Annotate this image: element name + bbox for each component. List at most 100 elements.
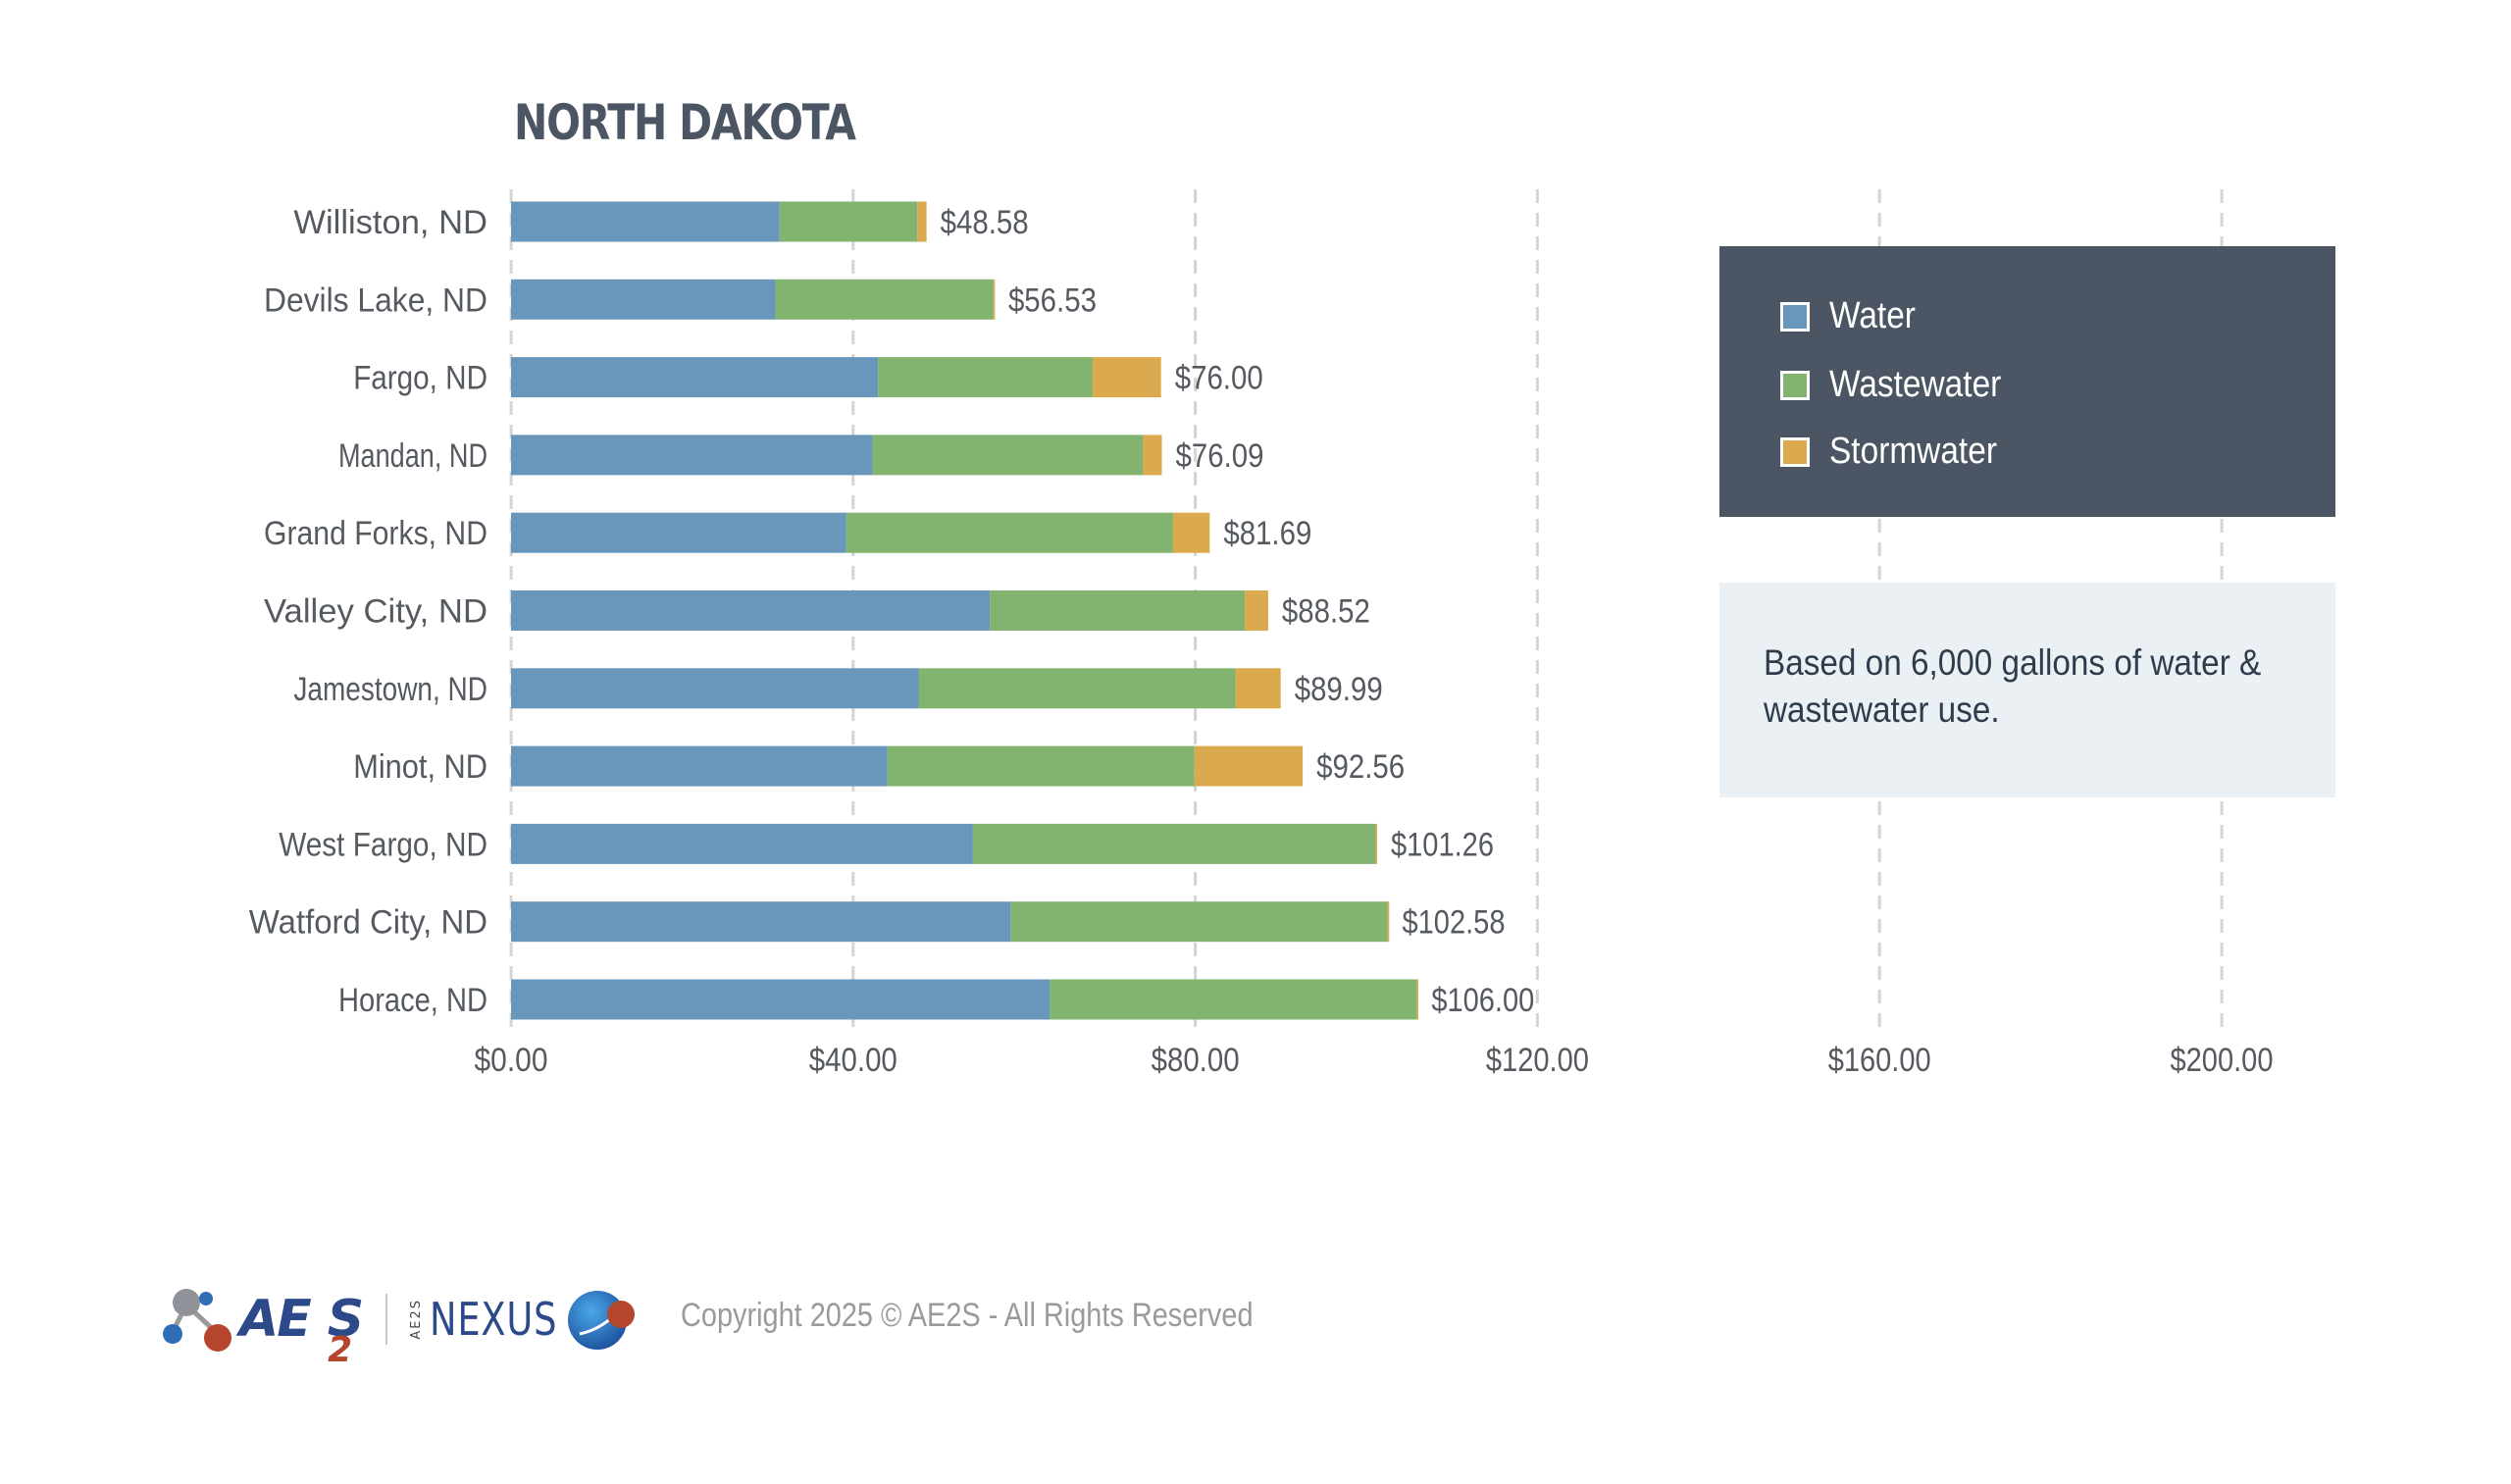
logo-text-s: S <box>327 1290 364 1349</box>
bar-segment-water <box>511 512 846 553</box>
category-label: Valley City, ND <box>264 593 487 631</box>
bar-segment-water <box>511 201 780 242</box>
x-tick-label: $0.00 <box>475 1042 548 1079</box>
bar-row <box>511 901 1390 943</box>
bar-segment-stormwater <box>1092 357 1161 398</box>
value-label: $106.00 <box>1431 982 1534 1019</box>
copyright-text: Copyright 2025 © AE2S - All Rights Reser… <box>681 1297 1254 1334</box>
value-labels: $48.58 $56.53 $76.00 $76.09 $81.69 $88.52 $89.… <box>941 204 1535 1019</box>
bar-segment-water <box>511 901 1011 943</box>
legend-swatch-wastewater <box>1780 370 1810 400</box>
bar-row <box>511 668 1281 709</box>
category-label: Minot, ND <box>353 748 487 786</box>
bar-segment-stormwater <box>1235 668 1281 709</box>
legend-label: Stormwater <box>1829 431 1997 472</box>
bar-row <box>511 512 1210 553</box>
value-label: $89.99 <box>1295 671 1383 708</box>
molecule-icon <box>163 1289 231 1352</box>
category-label: Williston, ND <box>293 204 487 241</box>
bar-segment-stormwater <box>1387 901 1390 943</box>
legend-item-water: Water <box>1780 295 1927 337</box>
bar-segment-wastewater <box>872 435 1144 476</box>
category-label: Jamestown, ND <box>293 671 487 708</box>
value-label: $56.53 <box>1008 281 1097 319</box>
nexus-wordmark: NEXUS <box>430 1293 558 1346</box>
x-tick-label: $80.00 <box>1152 1042 1240 1079</box>
bar-segment-stormwater <box>1375 823 1378 864</box>
bar-segment-wastewater <box>878 357 1093 398</box>
value-label: $92.56 <box>1316 748 1405 786</box>
bar-segment-stormwater <box>993 279 996 320</box>
logo-subscript: 2 <box>328 1330 352 1370</box>
bar-row <box>511 435 1162 476</box>
legend-item-stormwater: Stormwater <box>1780 431 2020 473</box>
bar-segment-wastewater <box>990 590 1246 631</box>
value-label: $102.58 <box>1402 904 1505 942</box>
value-label: $88.52 <box>1282 593 1370 631</box>
bar-segment-wastewater <box>1050 979 1417 1020</box>
bar-segment-stormwater <box>917 201 927 242</box>
category-label: West Fargo, ND <box>279 826 487 863</box>
nexus-small-text: AE2S <box>409 1299 425 1340</box>
bar-segment-wastewater <box>779 201 918 242</box>
bar-row <box>511 279 996 320</box>
bar-row <box>511 590 1268 631</box>
category-label: Horace, ND <box>338 982 487 1019</box>
bar-row <box>511 823 1378 864</box>
bar-segment-water <box>511 279 776 320</box>
x-tick-label: $200.00 <box>2171 1042 2274 1079</box>
bars <box>511 201 1418 1020</box>
note-text: Based on 6,000 gallons of water & wastew… <box>1764 642 2262 730</box>
x-tick-label: $40.00 <box>809 1042 897 1079</box>
bar-segment-stormwater <box>1194 745 1304 787</box>
bar-segment-water <box>511 979 1051 1020</box>
legend-item-wastewater: Wastewater <box>1780 364 2024 406</box>
legend-swatch-stormwater <box>1780 436 1810 467</box>
ae2s-wordmark: AE S 2 <box>239 1290 364 1370</box>
bar-segment-stormwater <box>1143 435 1162 476</box>
category-label: Fargo, ND <box>353 360 487 397</box>
bar-segment-wastewater <box>918 668 1236 709</box>
value-label: $76.00 <box>1175 360 1263 397</box>
stacked-bar-chart: Williston, ND Devils Lake, ND Fargo, ND Man… <box>249 189 2274 1079</box>
bar-segment-water <box>511 435 873 476</box>
category-label: Mandan, ND <box>338 437 487 475</box>
bar-segment-stormwater <box>1245 590 1268 631</box>
category-label: Devils Lake, ND <box>264 281 487 319</box>
value-label: $48.58 <box>941 204 1029 241</box>
category-label: Watford City, ND <box>249 904 487 942</box>
bar-segment-wastewater <box>846 512 1173 553</box>
x-axis-tick-labels: $0.00 $40.00 $80.00 $120.00 $160.00 $200.00 <box>475 1042 2274 1079</box>
footer-logos: AE S 2 AE2S NEXUS <box>161 1280 641 1370</box>
note-box: Based on 6,000 gallons of water & wastew… <box>1719 583 2335 797</box>
bar-segment-wastewater <box>972 823 1376 864</box>
category-label: Grand Forks, ND <box>264 515 487 552</box>
logo-divider <box>385 1294 388 1345</box>
bar-segment-water <box>511 590 991 631</box>
x-tick-label: $120.00 <box>1486 1042 1589 1079</box>
bar-segment-water <box>511 745 888 787</box>
value-label: $76.09 <box>1176 437 1264 475</box>
bar-segment-wastewater <box>775 279 994 320</box>
legend-label: Wastewater <box>1829 364 2002 405</box>
bar-row <box>511 201 927 242</box>
bar-segment-water <box>511 823 973 864</box>
bar-segment-stormwater <box>1416 979 1418 1020</box>
bar-row <box>511 745 1304 787</box>
ae2s-logo: AE S 2 <box>161 1285 364 1370</box>
legend-swatch-water <box>1780 301 1810 332</box>
category-labels: Williston, ND Devils Lake, ND Fargo, ND Man… <box>249 204 487 1019</box>
bar-segment-wastewater <box>1010 901 1388 943</box>
value-label: $81.69 <box>1223 515 1311 552</box>
value-label: $101.26 <box>1391 826 1494 863</box>
logo-text-ae: AE <box>239 1290 312 1349</box>
bar-segment-stormwater <box>1172 512 1210 553</box>
legend: Water Wastewater Stormwater <box>1719 246 2335 517</box>
legend-label: Water <box>1829 295 1916 336</box>
bar-segment-water <box>511 668 919 709</box>
x-tick-label: $160.00 <box>1828 1042 1931 1079</box>
bar-row <box>511 979 1418 1020</box>
bar-row <box>511 357 1161 398</box>
chart-title: NORTH DAKOTA <box>514 94 856 151</box>
globe-icon <box>568 1291 636 1350</box>
